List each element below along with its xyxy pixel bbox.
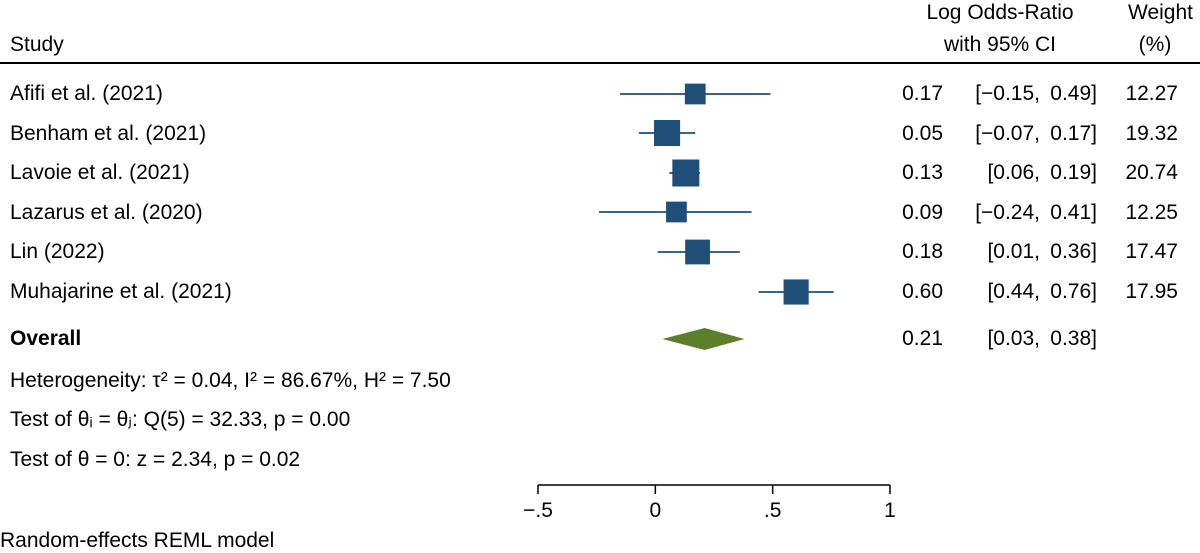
overall-ci-upper: 0.38] (1050, 327, 1097, 350)
study-ci-lower: [0.01, (987, 240, 1040, 263)
study-estimate: 0.60 (902, 280, 943, 303)
overall-diamond (662, 328, 745, 350)
x-axis-tick-label: 1 (884, 499, 896, 522)
study-weight: 17.47 (1125, 240, 1178, 263)
study-ci-upper: 0.17] (1050, 122, 1097, 145)
model-footnote: Random-effects REML model (0, 529, 275, 552)
study-ci-upper: 0.19] (1050, 161, 1097, 184)
x-axis-tick-label: .5 (764, 499, 782, 522)
study-ci-lower: [−0.24, (975, 201, 1040, 224)
study-estimate: 0.18 (902, 240, 943, 263)
overall-ci-lower: [0.03, (987, 327, 1040, 350)
x-axis-tick-label: −.5 (523, 499, 553, 522)
study-name: Lazarus et al. (2020) (10, 201, 203, 224)
test-zero-effect: Test of θ = 0: z = 2.34, p = 0.02 (10, 448, 301, 471)
study-weight: 12.27 (1125, 82, 1178, 105)
x-axis-tick-label: 0 (649, 499, 661, 522)
study-name: Muhajarine et al. (2021) (10, 280, 232, 303)
study-ci-lower: [−0.07, (975, 122, 1040, 145)
study-marker (684, 83, 706, 105)
study-weight: 12.25 (1125, 201, 1178, 224)
heterogeneity-stat: Heterogeneity: τ² = 0.04, I² = 86.67%, H… (10, 369, 451, 392)
test-equal-effects: Test of θᵢ = θⱼ: Q(5) = 32.33, p = 0.00 (10, 408, 351, 431)
study-marker (654, 119, 681, 147)
study-ci-upper: 0.49] (1050, 82, 1097, 105)
study-weight: 17.95 (1125, 280, 1178, 303)
study-estimate: 0.09 (902, 201, 943, 224)
study-weight: 19.32 (1125, 122, 1178, 145)
study-ci-upper: 0.36] (1050, 240, 1097, 263)
overall-label: Overall (10, 327, 82, 350)
study-estimate: 0.17 (902, 82, 943, 105)
study-estimate: 0.05 (902, 122, 943, 145)
overall-estimate: 0.21 (902, 327, 943, 350)
study-ci-lower: [−0.15, (975, 82, 1040, 105)
study-ci-upper: 0.41] (1050, 201, 1097, 224)
study-weight: 20.74 (1125, 161, 1178, 184)
study-column-header: Study (10, 33, 64, 56)
effect-column-header-line1: Log Odds-Ratio (926, 1, 1074, 24)
study-ci-lower: [0.44, (987, 280, 1040, 303)
weight-column-header-line1: Weight (1128, 1, 1193, 24)
study-name: Afifi et al. (2021) (10, 82, 163, 105)
study-marker (685, 239, 710, 265)
study-marker (672, 159, 700, 187)
weight-column-header-line2: (%) (1138, 33, 1172, 56)
header-rule (0, 62, 1200, 64)
study-name: Benham et al. (2021) (10, 122, 207, 145)
study-name: Lin (2022) (10, 240, 105, 263)
study-estimate: 0.13 (902, 161, 943, 184)
study-marker (783, 279, 809, 305)
study-ci-upper: 0.76] (1050, 280, 1097, 303)
effect-column-header-line2: with 95% CI (943, 33, 1057, 56)
study-ci-lower: [0.06, (987, 161, 1040, 184)
study-marker (666, 201, 687, 223)
study-name: Lavoie et al. (2021) (10, 161, 190, 184)
